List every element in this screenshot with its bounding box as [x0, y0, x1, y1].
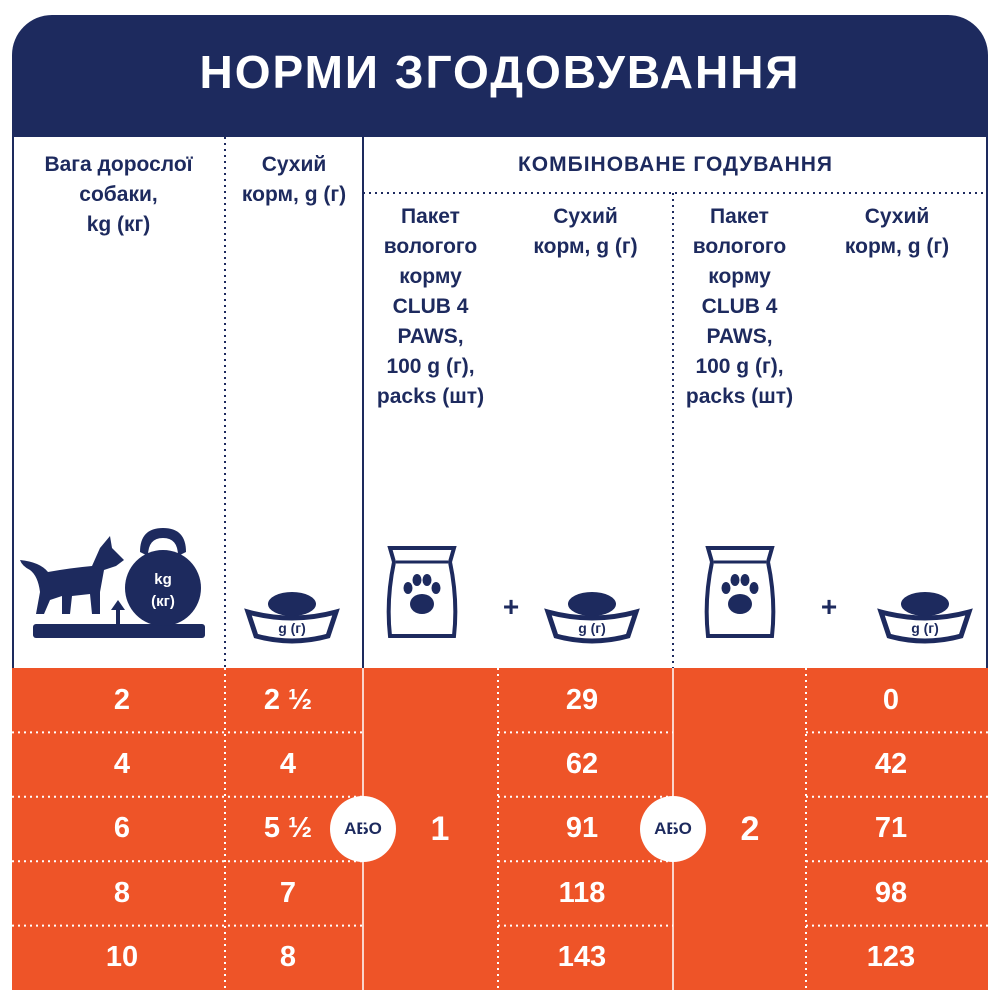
title: НОРМИ ЗГОДОВУВАННЯ: [199, 46, 801, 98]
body-background: [12, 668, 988, 990]
dry-header: Сухий корм, g (г): [844, 205, 950, 258]
weight-header: Вага дорослої собаки, kg (кг): [44, 153, 193, 236]
table-cell: 4: [279, 748, 297, 781]
bowl-label: g (г): [578, 620, 606, 636]
bowl-food: [568, 592, 616, 616]
pack-count: 1: [430, 809, 450, 848]
dry-header: Сухий корм, g (г): [533, 205, 638, 258]
bowl-food: [901, 592, 949, 616]
bowl: [877, 608, 973, 644]
paw-toe: [412, 574, 422, 586]
bowl-label: g (г): [278, 620, 306, 636]
table-cell: 10: [105, 941, 139, 974]
table-cell: 8: [113, 876, 131, 909]
paw-toe: [721, 582, 731, 594]
table-cell: 98: [874, 876, 908, 909]
pouch-icon: [704, 546, 776, 638]
paw: [728, 594, 752, 614]
pouch-icon: [386, 546, 458, 638]
pack-header: Пакет вологого корму CLUB 4 PAWS, 100 g …: [685, 205, 794, 408]
bowl-icon: g (г): [877, 592, 973, 644]
plus-sign: +: [503, 591, 519, 622]
bowl-food: [268, 592, 316, 616]
table-cell: 91: [565, 812, 599, 845]
paw-toe: [730, 574, 740, 586]
table-cell: 8: [279, 941, 297, 974]
plus-sign: +: [821, 591, 837, 622]
table-cell: 0: [882, 683, 900, 716]
table-cell: 29: [565, 683, 599, 716]
paw-toe: [422, 574, 432, 586]
bowl-label: g (г): [911, 620, 939, 636]
table-cell: 71: [874, 812, 908, 845]
title-bar: [12, 15, 988, 137]
bowl: [544, 608, 640, 644]
kettlebell-label: kg: [154, 571, 172, 588]
paw-toe: [749, 582, 759, 594]
paw-toe: [740, 574, 750, 586]
kettlebell-label: (кг): [151, 593, 175, 610]
pouch: [386, 546, 458, 638]
bowl: [244, 608, 340, 644]
table-cell: 118: [558, 876, 606, 909]
pouch: [704, 546, 776, 638]
table-cell: 143: [557, 941, 607, 974]
table-cell: 6: [113, 812, 131, 845]
table-cell: 2: [113, 683, 131, 716]
bowl-icon: g (г): [544, 592, 640, 644]
bowl-icon: g (г): [244, 592, 340, 644]
table-cell: 123: [866, 941, 916, 974]
table-cell: 62: [565, 748, 599, 781]
dog-weight-icon: kg (кг): [20, 528, 205, 638]
table-cell: 7: [279, 876, 297, 909]
combined-title: КОМБІНОВАНЕ ГОДУВАННЯ: [517, 153, 834, 176]
pack-count: 2: [740, 809, 760, 848]
table-cell: 2 ½: [263, 683, 313, 716]
pack-header: Пакет вологого корму CLUB 4 PAWS, 100 g …: [376, 205, 485, 408]
dry-header: Сухий корм, g (г): [241, 153, 347, 206]
paw-toe: [403, 582, 413, 594]
paw-toe: [431, 582, 441, 594]
table-cell: 5 ½: [263, 812, 313, 845]
table-cell: 42: [874, 748, 908, 781]
table-cell: 4: [113, 748, 131, 781]
paw: [410, 594, 434, 614]
